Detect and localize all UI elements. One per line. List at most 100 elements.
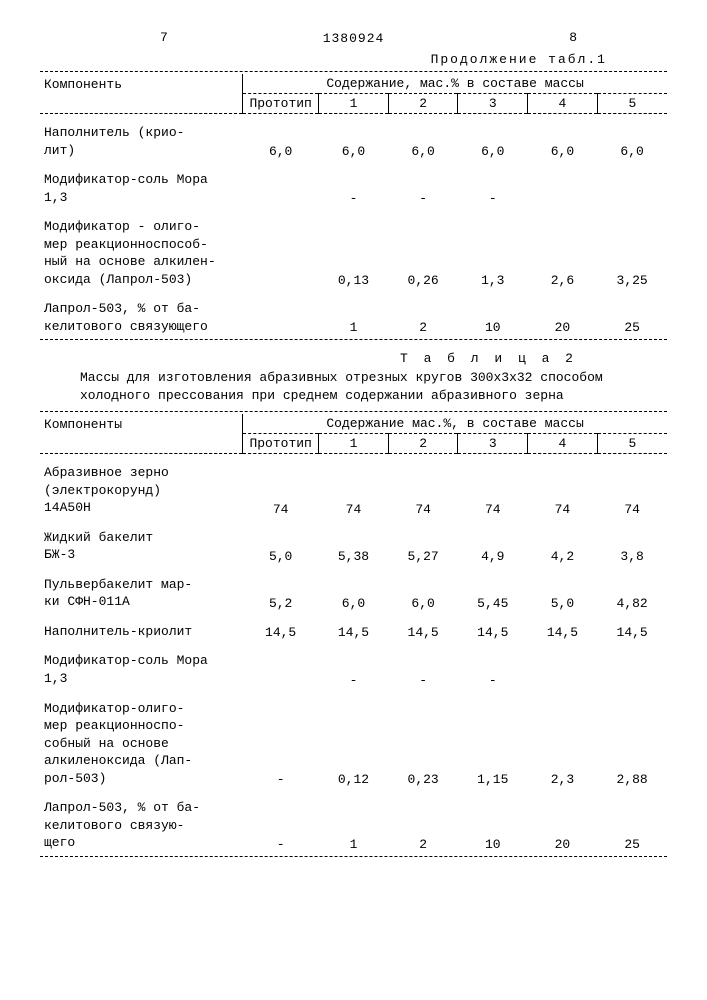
t1-cell: 6,0: [388, 114, 458, 162]
t2-cell: 5,45: [458, 566, 528, 613]
t2-cell: 1,15: [458, 690, 528, 790]
t1-sh-3: 3: [458, 94, 528, 114]
t2-sh-3: 3: [458, 434, 528, 454]
t1-sh-0: Прототип: [243, 94, 319, 114]
t2-cell: 3,8: [597, 519, 667, 566]
t2-row: Абразивное зерно (электрокорунд) 14А50Н7…: [40, 454, 667, 519]
t2-cell: 6,0: [319, 566, 389, 613]
t2-cell: 0,23: [388, 690, 458, 790]
t2-cell: 74: [597, 454, 667, 519]
t2-cell: 6,0: [388, 566, 458, 613]
t2-cell: 74: [458, 454, 528, 519]
t2-sh-4: 4: [528, 434, 598, 454]
table2: Компоненты Содержание мас.%, в составе м…: [40, 414, 667, 854]
table1: Компоненть Содержание, мас.% в составе м…: [40, 74, 667, 337]
t1-cell: 0,13: [319, 208, 389, 290]
t1-cell: 2,6: [528, 208, 598, 290]
t2-cell: 20: [528, 789, 598, 854]
t1-cell: 6,0: [458, 114, 528, 162]
t2-cell: -: [458, 642, 528, 689]
t1-sh-1: 1: [319, 94, 389, 114]
t1-sh-2: 2: [388, 94, 458, 114]
t2-row: Модификатор-соль Мора 1,3---: [40, 642, 667, 689]
divider: [40, 856, 667, 857]
t2-cell: 14,5: [597, 613, 667, 643]
divider: [40, 411, 667, 412]
divider: [40, 71, 667, 72]
t2-row-label: Абразивное зерно (электрокорунд) 14А50Н: [40, 454, 243, 519]
t1-row: Модификатор-соль Мора 1,3---: [40, 161, 667, 208]
t2-cell: 74: [243, 454, 319, 519]
t2-cell: 4,82: [597, 566, 667, 613]
t1-row: Лапрол-503, % от ба- келитового связующе…: [40, 290, 667, 337]
t1-sh-5: 5: [597, 94, 667, 114]
t2-cell: 14,5: [243, 613, 319, 643]
t2-cell: 2: [388, 789, 458, 854]
t2-row-label: Модификатор-соль Мора 1,3: [40, 642, 243, 689]
t2-cell: [528, 642, 598, 689]
t1-row: Наполнитель (крио- лит)6,06,06,06,06,06,…: [40, 114, 667, 162]
t2-cell: 5,0: [528, 566, 598, 613]
t1-cell: [243, 208, 319, 290]
t1-sh-4: 4: [528, 94, 598, 114]
t2-cell: -: [388, 642, 458, 689]
t2-cell: -: [243, 690, 319, 790]
t2-cell: 5,0: [243, 519, 319, 566]
t2-cell: 2,88: [597, 690, 667, 790]
t2-cell: 2,3: [528, 690, 598, 790]
t1-cell: -: [388, 161, 458, 208]
table1-continuation: Продолжение табл.1: [40, 52, 607, 67]
t2-sh-1: 1: [319, 434, 389, 454]
t1-h-content: Содержание, мас.% в составе массы: [243, 74, 667, 94]
t2-cell: [597, 642, 667, 689]
t2-cell: 74: [388, 454, 458, 519]
t2-cell: 25: [597, 789, 667, 854]
t2-row-label: Лапрол-503, % от ба- келитового связую- …: [40, 789, 243, 854]
t1-cell: -: [458, 161, 528, 208]
t1-cell: 0,26: [388, 208, 458, 290]
t2-cell: 4,9: [458, 519, 528, 566]
table2-caption-block: Т а б л и ц а 2 Массы для изготовления а…: [80, 350, 647, 405]
t2-sh-2: 2: [388, 434, 458, 454]
t1-cell: 6,0: [319, 114, 389, 162]
t2-cell: 5,38: [319, 519, 389, 566]
t2-row-label: Пульвербакелит мар- ки СФН-011А: [40, 566, 243, 613]
t2-row: Жидкий бакелит БЖ-35,05,385,274,94,23,8: [40, 519, 667, 566]
t2-row-label: Жидкий бакелит БЖ-3: [40, 519, 243, 566]
t1-row-label: Модификатор-соль Мора 1,3: [40, 161, 243, 208]
t2-cell: -: [319, 642, 389, 689]
t2-cell: [243, 642, 319, 689]
t2-cell: 14,5: [388, 613, 458, 643]
t2-cell: 10: [458, 789, 528, 854]
t2-row: Наполнитель-криолит14,514,514,514,514,51…: [40, 613, 667, 643]
t1-row-label: Модификатор - олиго- мер реакционноспосо…: [40, 208, 243, 290]
t2-sh-5: 5: [597, 434, 667, 454]
t2-row: Модификатор-олиго- мер реакционноспо- со…: [40, 690, 667, 790]
t1-h-component: Компоненть: [40, 74, 243, 114]
t2-cell: 4,2: [528, 519, 598, 566]
t1-cell: 2: [388, 290, 458, 337]
t1-cell: 20: [528, 290, 598, 337]
page-right: 8: [569, 30, 577, 45]
page-left: 7: [160, 30, 168, 45]
t2-cell: 14,5: [528, 613, 598, 643]
t1-cell: [528, 161, 598, 208]
t1-cell: 10: [458, 290, 528, 337]
t1-row-label: Лапрол-503, % от ба- келитового связующе…: [40, 290, 243, 337]
t1-cell: [243, 161, 319, 208]
t1-cell: [243, 290, 319, 337]
t2-cell: 14,5: [319, 613, 389, 643]
t2-cell: 74: [528, 454, 598, 519]
table2-title: Т а б л и ц а 2: [80, 350, 577, 368]
t2-cell: -: [243, 789, 319, 854]
t1-cell: -: [319, 161, 389, 208]
t1-row: Модификатор - олиго- мер реакционноспосо…: [40, 208, 667, 290]
t1-cell: 1,3: [458, 208, 528, 290]
t1-cell: 3,25: [597, 208, 667, 290]
t2-cell: 5,2: [243, 566, 319, 613]
t2-cell: 14,5: [458, 613, 528, 643]
t1-cell: 6,0: [528, 114, 598, 162]
t1-cell: 1: [319, 290, 389, 337]
t2-cell: 0,12: [319, 690, 389, 790]
t2-h-content: Содержание мас.%, в составе массы: [243, 414, 667, 434]
